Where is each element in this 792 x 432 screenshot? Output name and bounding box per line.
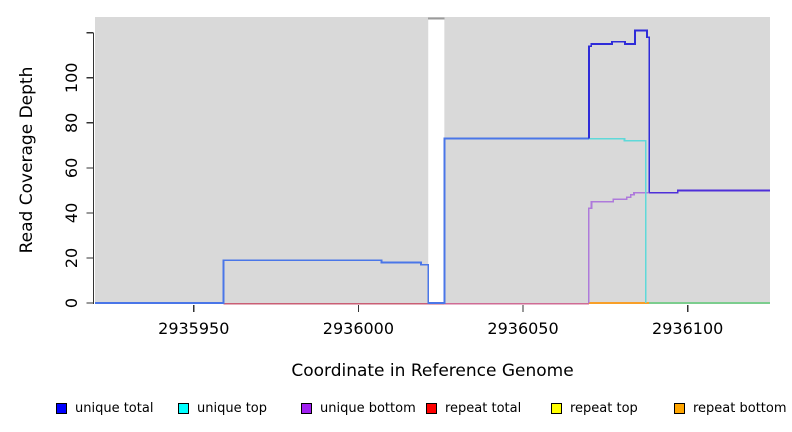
x-tick-label: 2935950 (158, 319, 229, 338)
x-tick-label: 2936100 (652, 319, 723, 338)
y-tick-label: 60 (62, 158, 81, 178)
legend-item-repeat-bottom: repeat bottom (674, 399, 787, 417)
repeat-total-swatch-icon (426, 402, 437, 414)
series-line-unique-bottom-visible (588, 191, 652, 303)
y-axis-title: Read Coverage Depth (17, 66, 37, 254)
unique-total-swatch-icon (56, 402, 67, 414)
y-tick-label: 20 (62, 248, 81, 268)
x-tick-label: 2936000 (323, 319, 394, 338)
repeat-top-swatch-icon (551, 402, 562, 414)
repeat-bottom-swatch-icon (674, 402, 685, 414)
legend-label: unique top (197, 400, 268, 416)
legend-item-unique-top: unique top (178, 399, 267, 417)
legend-label: repeat top (570, 400, 638, 416)
legend-item-unique-total: unique total (56, 399, 153, 417)
legend-label: unique bottom (320, 400, 416, 416)
legend-item-repeat-total: repeat total (426, 399, 521, 417)
legend-label: unique total (75, 400, 154, 416)
legend: unique total unique top unique bottom re… (0, 399, 792, 419)
y-tick-label: 40 (62, 203, 81, 223)
masked-region (428, 19, 445, 304)
y-tick-label: 0 (62, 298, 81, 308)
legend-label: repeat bottom (693, 400, 787, 416)
series-line-unique-total-peak (588, 29, 651, 193)
series-line-unique-top-visible (588, 137, 647, 303)
legend-label: repeat total (445, 400, 522, 416)
y-tick-label: 80 (62, 113, 81, 133)
unique-top-swatch-icon (178, 402, 189, 414)
unique-bottom-swatch-icon (301, 402, 312, 414)
series-line-unique-total-left (95, 137, 589, 304)
x-tick-label: 2936050 (487, 319, 558, 338)
legend-item-repeat-top: repeat top (551, 399, 638, 417)
legend-item-unique-bottom: unique bottom (301, 399, 416, 417)
y-tick-label: 100 (62, 63, 81, 94)
series-line-unique-total-right (649, 189, 770, 194)
x-axis-title: Coordinate in Reference Genome (291, 361, 574, 381)
